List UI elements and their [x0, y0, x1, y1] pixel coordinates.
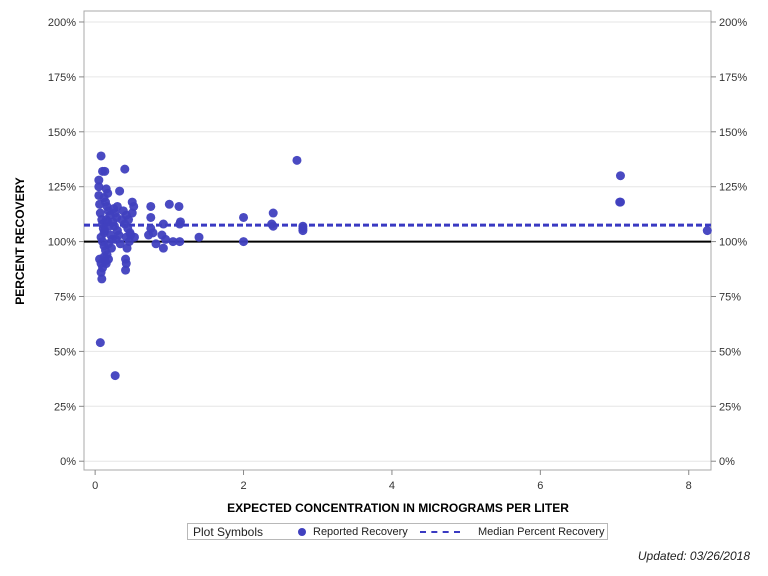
data-point	[151, 239, 161, 249]
y-tick-label-left: 150%	[48, 127, 76, 139]
x-tick-label: 0	[92, 480, 98, 492]
data-point	[144, 230, 154, 240]
data-point	[110, 371, 120, 381]
y-tick-label-right: 100%	[719, 237, 747, 249]
data-point	[97, 274, 107, 284]
x-axis-title: EXPECTED CONCENTRATION IN MICROGRAMS PER…	[227, 501, 569, 515]
data-point	[127, 208, 137, 218]
legend-label-median-recovery: Median Percent Recovery	[478, 526, 605, 538]
median-line-icon	[420, 531, 460, 533]
data-point	[94, 175, 104, 185]
x-tick-label: 8	[686, 480, 692, 492]
data-point	[95, 338, 105, 348]
reference-lines	[84, 223, 711, 243]
data-point	[158, 219, 168, 229]
data-point	[122, 243, 132, 253]
data-point	[194, 232, 204, 242]
data-point	[292, 155, 302, 165]
data-points	[94, 151, 712, 381]
y-tick-label-left: 0%	[60, 456, 76, 468]
y-tick-label-left: 200%	[48, 17, 76, 29]
y-axis-title: PERCENT RECOVERY	[13, 177, 27, 305]
y-tick-label-right: 125%	[719, 182, 747, 194]
y-tick-label-right: 0%	[719, 456, 735, 468]
y-tick-label-right: 50%	[719, 346, 741, 358]
data-point	[158, 243, 168, 253]
y-tick-label-left: 25%	[54, 401, 76, 413]
x-tick-label: 4	[389, 480, 395, 492]
data-point	[174, 201, 184, 211]
data-point	[121, 265, 131, 275]
legend-title: Plot Symbols	[193, 525, 264, 539]
data-point	[164, 199, 174, 209]
data-point	[120, 164, 130, 174]
reported-recovery-marker-icon	[298, 528, 306, 536]
y-tick-label-left: 175%	[48, 72, 76, 84]
y-tick-label-right: 75%	[719, 292, 741, 304]
data-point	[161, 234, 171, 244]
data-point	[115, 186, 125, 196]
y-tick-label-left: 50%	[54, 346, 76, 358]
y-tick-label-right: 25%	[719, 401, 741, 413]
data-point	[615, 197, 625, 207]
y-tick-label-left: 75%	[54, 292, 76, 304]
data-point	[268, 208, 278, 218]
data-point	[96, 151, 106, 161]
data-point	[146, 212, 156, 222]
data-point	[168, 237, 178, 247]
x-tick-label: 2	[240, 480, 246, 492]
data-point	[129, 232, 139, 242]
data-point	[615, 171, 625, 181]
data-point	[121, 259, 131, 269]
y-tick-label-left: 100%	[48, 237, 76, 249]
data-point	[298, 226, 308, 236]
data-point	[115, 239, 125, 249]
y-tick-label-left: 125%	[48, 182, 76, 194]
data-point	[103, 254, 113, 264]
legend-label-reported-recovery: Reported Recovery	[313, 526, 408, 538]
data-point	[268, 221, 278, 231]
data-point	[702, 226, 712, 236]
data-point	[146, 201, 156, 211]
data-point	[100, 166, 110, 176]
y-tick-label-right: 175%	[719, 72, 747, 84]
data-point	[175, 237, 185, 247]
axis-ticks: 0% 0% 25% 25% 50% 50% 75% 75% 100% 100% 125% 125% 15…	[48, 17, 747, 492]
data-point	[96, 267, 106, 277]
y-tick-label-right: 150%	[719, 127, 747, 139]
plot-frame	[83, 10, 712, 471]
legend: Plot Symbols Reported Recovery Median Pe…	[187, 523, 608, 540]
updated-date: Updated: 03/26/2018	[637, 549, 750, 563]
data-point	[94, 182, 104, 192]
x-tick-label: 6	[537, 480, 543, 492]
data-point	[175, 219, 185, 229]
data-point	[106, 243, 116, 253]
y-tick-label-right: 200%	[719, 17, 747, 29]
data-point	[239, 212, 249, 222]
data-point	[239, 237, 249, 247]
